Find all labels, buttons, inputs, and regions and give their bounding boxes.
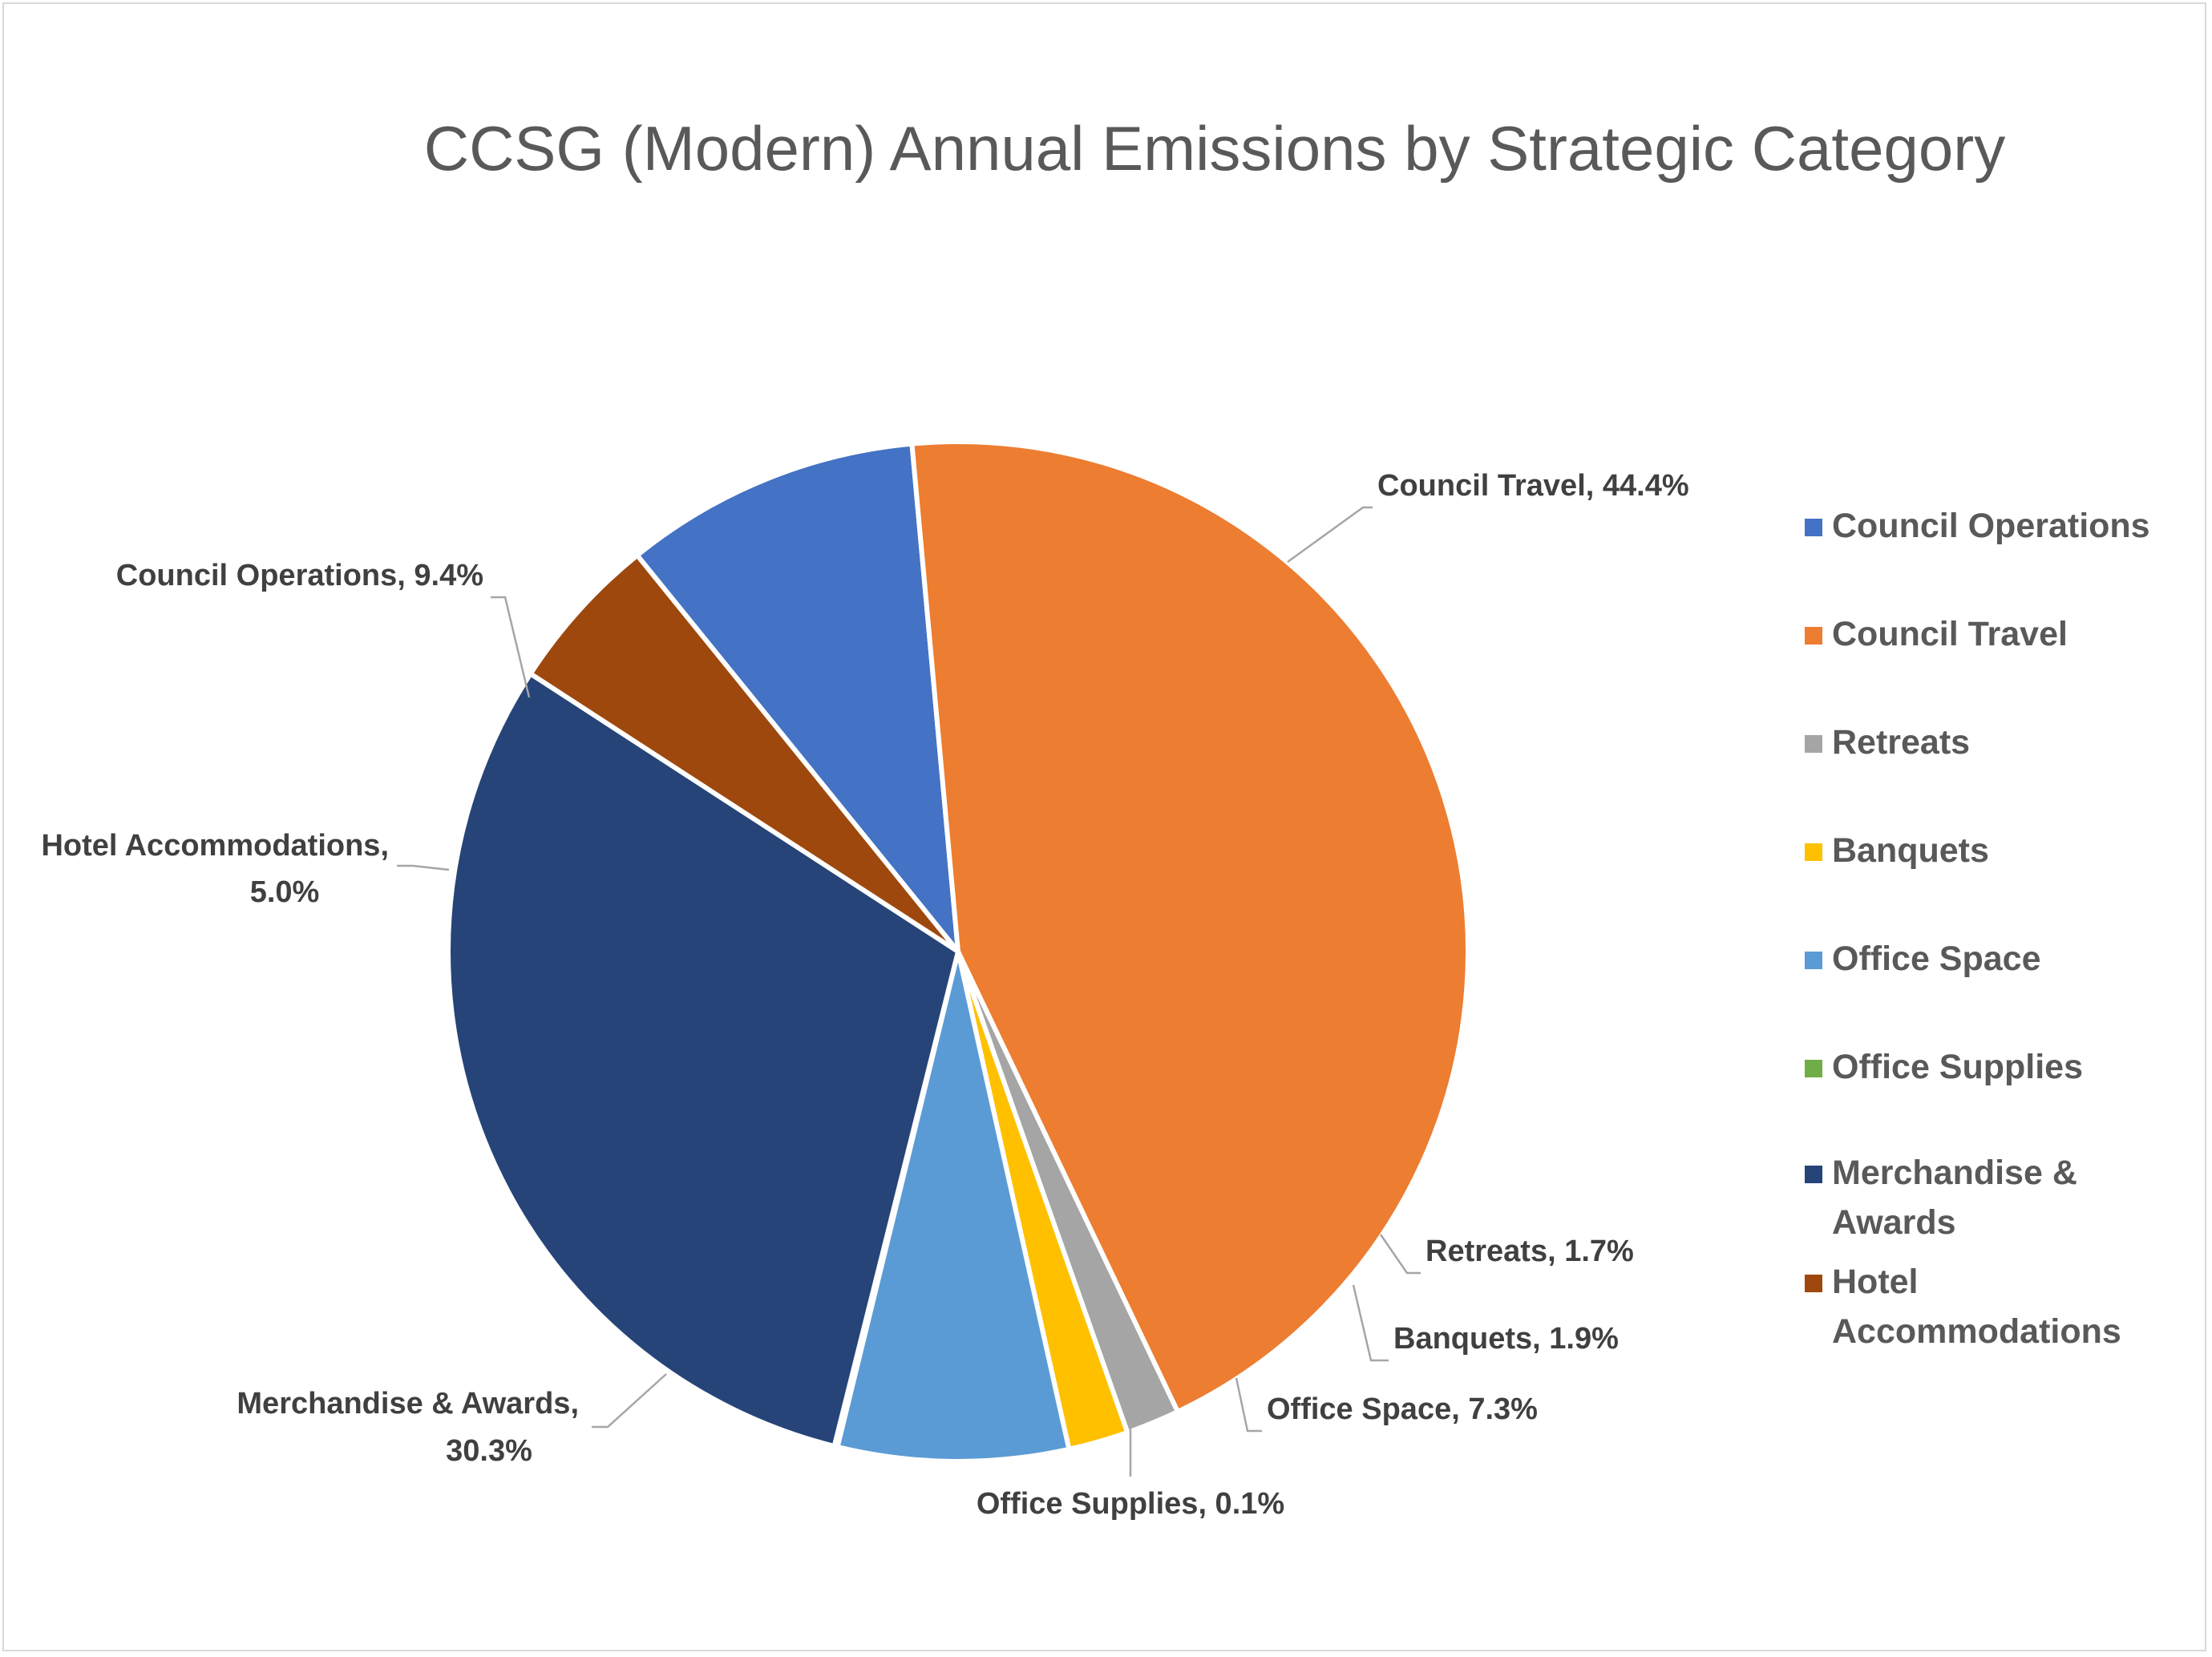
leader-line bbox=[397, 864, 450, 871]
leader-line bbox=[592, 1373, 667, 1429]
legend-label: Office Space bbox=[1832, 940, 2041, 978]
data-label: Council Travel, 44.4% bbox=[1377, 469, 1689, 503]
leader-line bbox=[1352, 1284, 1389, 1362]
leader-line bbox=[1379, 1234, 1421, 1275]
legend-label: Council Operations bbox=[1832, 507, 2150, 545]
leader-line bbox=[491, 596, 531, 698]
data-label: Retreats, 1.7% bbox=[1425, 1235, 1634, 1268]
pie-slice-council-travel bbox=[909, 439, 1470, 1414]
pie-slices bbox=[446, 439, 1470, 1464]
data-label: Council Operations, 9.4% bbox=[116, 559, 483, 592]
data-label: Banquets, 1.9% bbox=[1393, 1322, 1619, 1356]
legend-label: Office Supplies bbox=[1832, 1048, 2084, 1086]
legend-swatch bbox=[1805, 627, 1822, 645]
legend-swatch bbox=[1805, 843, 1822, 861]
legend-swatch bbox=[1805, 1060, 1822, 1077]
pie-slice-merchandise-awards bbox=[446, 671, 960, 1449]
data-label: Merchandise & Awards, 30.3% bbox=[237, 1387, 579, 1468]
data-label: Office Space, 7.3% bbox=[1267, 1392, 1538, 1426]
data-label: Office Supplies, 0.1% bbox=[977, 1487, 1284, 1521]
legend-swatch bbox=[1805, 952, 1822, 969]
leader-line bbox=[1235, 1377, 1262, 1433]
pie-slice-hotel-accommodations bbox=[528, 552, 960, 954]
pie-slice-council-operations bbox=[634, 441, 960, 954]
legend-swatch bbox=[1805, 519, 1822, 536]
pie-slice-office-space bbox=[835, 949, 1072, 1464]
data-labels: Council Operations, 9.4% Council Travel, … bbox=[41, 469, 1688, 1521]
data-label: Hotel Accommodations, 5.0% bbox=[41, 829, 389, 909]
legend-label: Banquets bbox=[1832, 831, 1989, 870]
chart-title: CCSG (Modern) Annual Emissions by Strate… bbox=[423, 113, 2006, 184]
legend-label: Retreats bbox=[1832, 723, 1971, 762]
legend-swatch bbox=[1805, 735, 1822, 753]
legend-label: Merchandise & Awards bbox=[1832, 1154, 2077, 1242]
legend-label: Hotel Accommodations bbox=[1832, 1263, 2121, 1351]
legend-label: Council Travel bbox=[1832, 615, 2068, 653]
legend-swatch bbox=[1805, 1275, 1822, 1292]
leader-line bbox=[1287, 506, 1373, 564]
leader-lines bbox=[397, 506, 1421, 1477]
legend: Council Operations Council Travel Retreats… bbox=[1800, 0, 2201, 1657]
legend-swatch bbox=[1805, 1166, 1822, 1183]
